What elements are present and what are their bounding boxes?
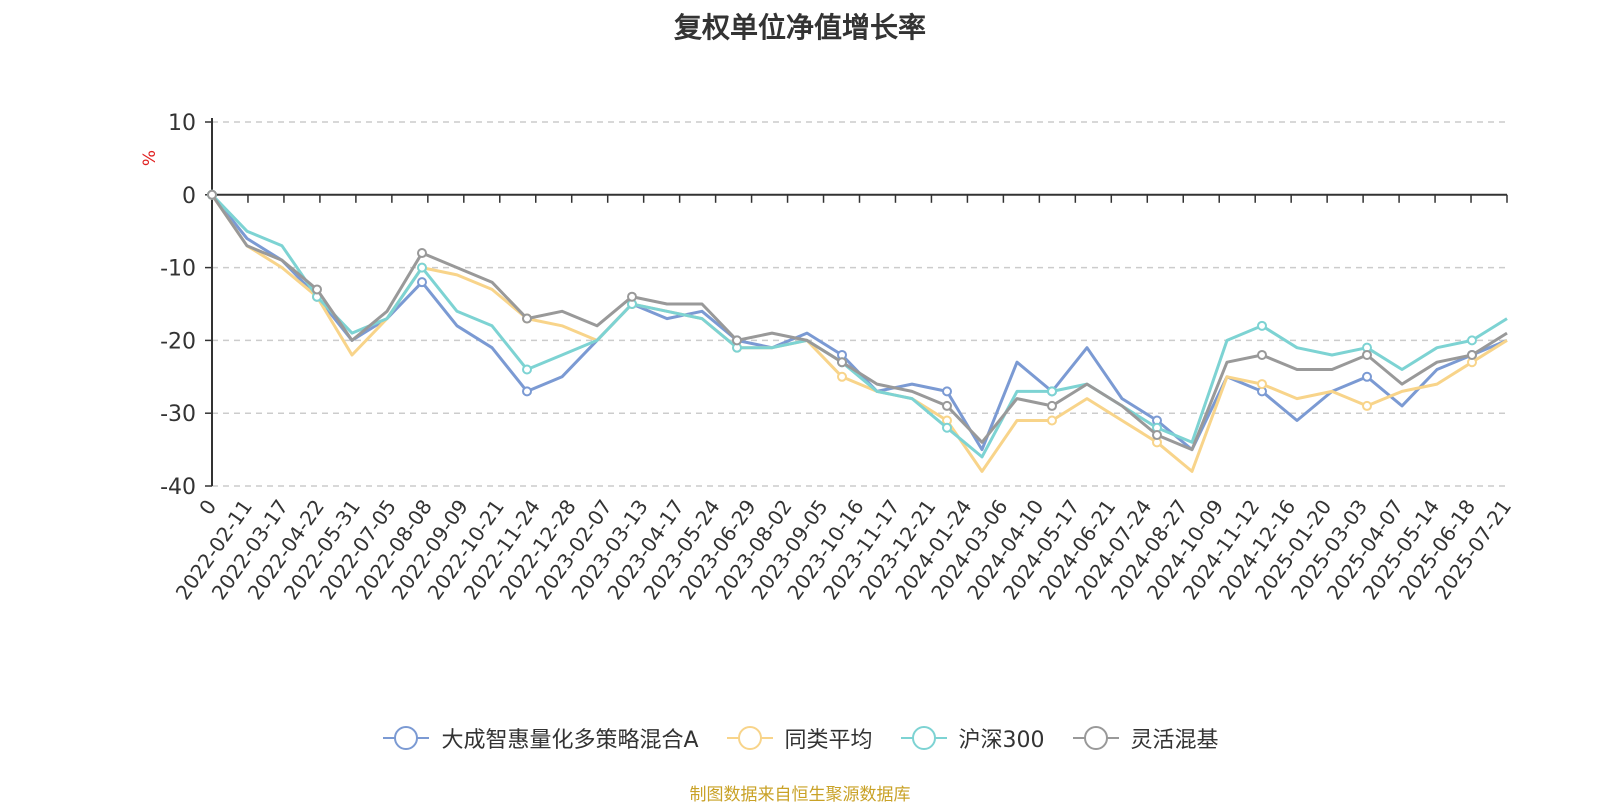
legend-item[interactable]: 同类平均 [725, 722, 873, 754]
chart-title: 复权单位净值增长率 [673, 11, 926, 44]
data-point [1152, 430, 1162, 441]
y-tick-label: -30 [160, 402, 196, 427]
y-tick-label: 10 [168, 111, 196, 136]
series-line [210, 193, 1508, 473]
data-point [522, 386, 532, 397]
data-point [942, 386, 952, 397]
data-point [1467, 349, 1477, 360]
data-point [417, 277, 427, 288]
y-tick-label: -40 [160, 475, 196, 500]
legend-item[interactable]: 大成智惠量化多策略混合A [381, 722, 699, 754]
legend-line-circle-icon [726, 726, 773, 750]
data-point [837, 357, 847, 368]
source-note: 制图数据来自恒生聚源数据库 [689, 785, 911, 805]
legend-line-circle-icon [383, 726, 430, 750]
data-point [1047, 400, 1057, 411]
data-point [1257, 349, 1267, 360]
y-tick-label: -20 [160, 329, 196, 354]
y-tick-label: -10 [160, 257, 196, 282]
data-point [627, 291, 637, 302]
data-point [1362, 349, 1372, 360]
data-point [1467, 335, 1477, 346]
legend-item[interactable]: 沪深300 [899, 722, 1045, 754]
data-point [417, 262, 427, 273]
series-line [210, 193, 1508, 452]
y-tick-label: 0 [182, 184, 196, 209]
data-point [1047, 386, 1057, 397]
legend-item[interactable]: 灵活混基 [1071, 722, 1219, 754]
legend-label: 同类平均 [784, 728, 873, 753]
legend-label: 大成智惠量化多策略混合A [441, 728, 699, 753]
data-point [942, 400, 952, 411]
y-axis-label: % [140, 150, 160, 166]
data-point [417, 248, 427, 259]
legend-label: 沪深300 [958, 728, 1045, 753]
x-tick-label: 0 [194, 495, 221, 519]
data-point [1362, 400, 1372, 411]
legend: 大成智惠量化多策略混合A 同类平均 沪深300 灵活混基 [0, 722, 1600, 754]
data-point [1047, 415, 1057, 426]
series-line [210, 193, 1508, 459]
data-point [522, 364, 532, 375]
data-point [837, 371, 847, 382]
data-point [942, 422, 952, 433]
data-point [312, 284, 322, 295]
data-point [1362, 371, 1372, 382]
data-point [1257, 379, 1267, 390]
legend-line-circle-icon [1072, 726, 1119, 750]
legend-line-circle-icon [900, 726, 947, 750]
series-line [210, 193, 1508, 452]
data-point [207, 189, 217, 200]
data-point [1257, 320, 1267, 331]
data-point [522, 313, 532, 324]
data-point [732, 335, 742, 346]
legend-label: 灵活混基 [1130, 728, 1219, 753]
